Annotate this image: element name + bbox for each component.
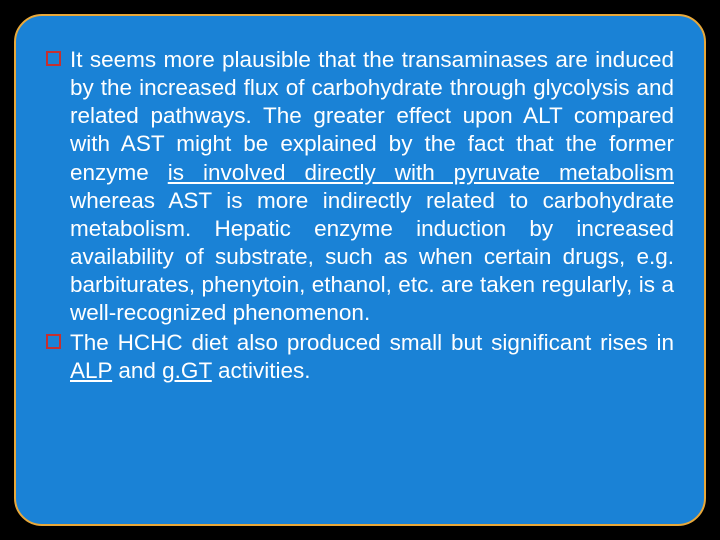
paragraph: It seems more plausible that the transam… xyxy=(46,46,674,327)
body-text: whereas AST is more indirectly related t… xyxy=(70,188,674,326)
bullet-square-icon xyxy=(46,51,61,66)
bullet-square-icon xyxy=(46,334,61,349)
underlined-text: g.GT xyxy=(162,358,212,383)
body-text: activities. xyxy=(212,358,311,383)
paragraph: The HCHC diet also produced small but si… xyxy=(46,329,674,385)
body-text: and xyxy=(112,358,162,383)
slide-content: It seems more plausible that the transam… xyxy=(46,46,674,386)
underlined-text: is involved directly with pyruvate metab… xyxy=(168,160,674,185)
slide-panel: It seems more plausible that the transam… xyxy=(14,14,706,526)
body-text: The HCHC diet also produced small but si… xyxy=(70,330,674,355)
underlined-text: ALP xyxy=(70,358,112,383)
